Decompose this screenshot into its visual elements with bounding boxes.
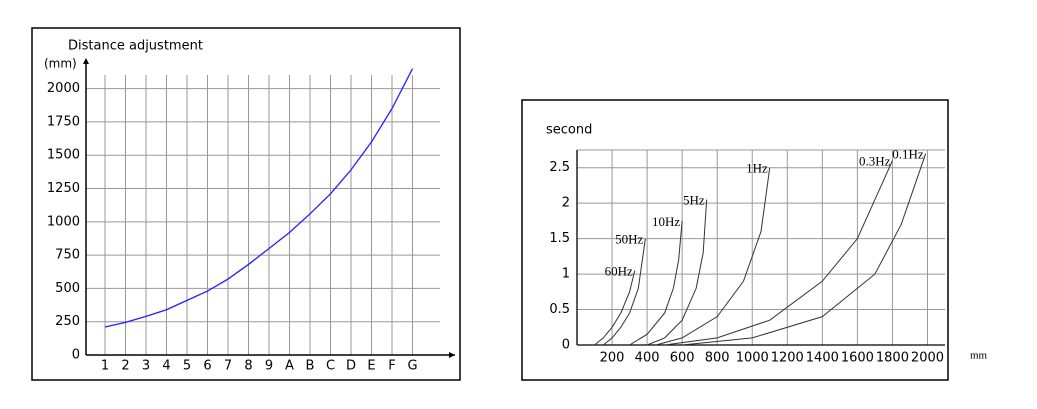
- x-tick-label: 3: [142, 359, 150, 374]
- y-tick-label: 0.5: [549, 302, 570, 317]
- x-tick-label: 1400: [806, 351, 839, 366]
- frame: [31, 27, 461, 381]
- line: [646, 199, 708, 346]
- series-label: 5Hz: [683, 193, 705, 208]
- series-label: 0.1Hz: [892, 147, 924, 162]
- x-tick-label: E: [367, 359, 375, 374]
- y-tick-label: 2000: [47, 81, 80, 96]
- x-tick-label: F: [388, 359, 395, 374]
- series-label: 1Hz: [746, 161, 768, 176]
- x-axis-label: mm: [970, 350, 988, 362]
- series-label: 50Hz: [615, 232, 643, 247]
- y-tick-label: 750: [55, 248, 80, 263]
- x-tick-label: 8: [244, 359, 252, 374]
- x-tick-label: 2000: [911, 351, 944, 366]
- y-tick-label: 1000: [47, 214, 80, 229]
- line: [602, 238, 646, 346]
- y-tick-label: 1250: [47, 181, 80, 196]
- line: [655, 167, 771, 346]
- series-label: 60Hz: [605, 264, 633, 279]
- y-tick-label: 0: [562, 338, 570, 353]
- x-tick-label: 400: [635, 351, 660, 366]
- y-tick-label: 1: [562, 267, 570, 282]
- line: [104, 68, 414, 328]
- x-tick-label: 1000: [736, 351, 769, 366]
- x-tick-label: 5: [183, 359, 191, 374]
- y-tick-label: 1500: [47, 148, 80, 163]
- y-tick-label: 2: [562, 196, 570, 211]
- frame: [521, 99, 949, 381]
- x-tick-label: 1800: [876, 351, 909, 366]
- x-tick-label: 9: [265, 359, 273, 374]
- x-tick-label: 200: [600, 351, 625, 366]
- y-tick-label: 0: [72, 348, 80, 363]
- line: [664, 160, 893, 346]
- y-tick-label: 2.5: [549, 160, 570, 175]
- x-tick-label: D: [346, 359, 356, 374]
- y-tick-label: 1.5: [549, 231, 570, 246]
- x-tick-label: B: [306, 359, 315, 374]
- line: [629, 220, 683, 346]
- x-tick-label: 4: [162, 359, 170, 374]
- x-tick-label: 600: [670, 351, 695, 366]
- y-tick-label: 500: [55, 281, 80, 296]
- x-tick-label: 1200: [771, 351, 804, 366]
- series-label: 10Hz: [652, 214, 680, 229]
- y-tick-label: 1750: [47, 114, 80, 129]
- chart-title: Distance adjustment: [68, 39, 203, 54]
- x-tick-label: 800: [705, 351, 730, 366]
- x-tick-label: 7: [224, 359, 232, 374]
- x-tick-label: G: [407, 359, 417, 374]
- line: [594, 270, 636, 346]
- x-tick-label: 1: [101, 359, 109, 374]
- line: [682, 153, 927, 346]
- x-tick-label: 2: [121, 359, 129, 374]
- x-tick-label: 6: [203, 359, 211, 374]
- y-axis-label: second: [546, 123, 592, 138]
- series-label: 0.3Hz: [859, 154, 891, 169]
- y-tick-label: 250: [55, 314, 80, 329]
- x-tick-label: 1600: [841, 351, 874, 366]
- x-tick-label: C: [326, 359, 335, 374]
- y-axis-label: (mm): [44, 57, 77, 71]
- x-tick-label: A: [285, 359, 294, 374]
